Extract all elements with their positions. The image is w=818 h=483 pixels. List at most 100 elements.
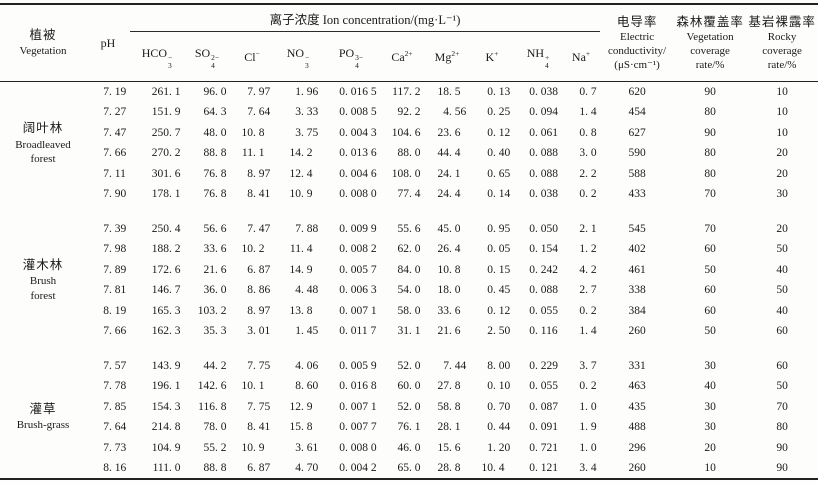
- cell-Cl: 8. 97: [247, 167, 271, 180]
- cell-NO3: 12. 4: [289, 167, 313, 180]
- cell-HCO3: 196. 1: [151, 380, 181, 393]
- rocky-coverage-header-en-1: Rocky: [767, 31, 797, 44]
- cell-electric_conductivity: 588: [628, 167, 646, 180]
- cell-K: 1. 20: [487, 441, 511, 454]
- cell-HCO3: 154. 3: [151, 400, 181, 413]
- table-row: 7. 66 162. 3 35. 3 3. 01 1. 45 0. 011 7 31. 1 2…: [0, 321, 818, 342]
- cell-Na: 4. 2: [579, 263, 597, 276]
- cell-pH: 7. 66: [103, 325, 127, 338]
- cell-electric_conductivity: 260: [628, 461, 646, 474]
- table-row: 7. 89 172. 6 21. 6 6. 87 14. 9 0. 005 7 84. 0 1…: [0, 260, 818, 281]
- cell-HCO3: 162. 3: [151, 325, 181, 338]
- cell-Na: 0. 8: [579, 126, 597, 139]
- cell-NH4: 0. 055: [529, 304, 558, 317]
- conductivity-header-en-3: (μS·cm⁻¹): [614, 58, 660, 71]
- cell-NO3: 10. 9: [289, 188, 313, 201]
- cell-Ca: 104. 6: [391, 126, 421, 139]
- cell-electric_conductivity: 331: [628, 359, 646, 372]
- cell-Ca: 52. 0: [397, 359, 421, 372]
- nh4-formula: NH +4: [526, 45, 550, 70]
- cell-NH4: 0. 229: [529, 359, 558, 372]
- cell-SO4: 103. 2: [197, 304, 227, 317]
- cell-NH4: 0. 242: [529, 263, 558, 276]
- cell-Mg: 27. 8: [437, 380, 461, 393]
- cell-pH: 7. 19: [103, 86, 127, 98]
- cell-PO4: 0. 007 7: [339, 421, 377, 434]
- cell-Na: 1. 4: [579, 325, 597, 338]
- cell-K: 2. 50: [487, 325, 511, 338]
- cell-SO4: 21. 6: [203, 263, 227, 276]
- conductivity-header-en-1: Electric: [619, 31, 655, 44]
- cell-SO4: 96. 0: [203, 86, 227, 98]
- cell-K: 0. 13: [487, 86, 511, 98]
- cell-K: 0. 44: [487, 421, 511, 434]
- cell-Cl: 3. 01: [247, 325, 271, 338]
- cell-rocky_coverage_pct: 10: [776, 126, 788, 139]
- cell-Cl: 8. 41: [247, 421, 271, 434]
- cell-Mg: 24. 1: [437, 167, 461, 180]
- cell-K: 8. 00: [487, 359, 511, 372]
- cell-Mg: 58. 8: [437, 400, 461, 413]
- table-row: 7. 73 104. 9 55. 2 10. 9 3. 61 0. 008 0 46. 0 1…: [0, 438, 818, 459]
- col-header-rocky-coverage: 基岩裸露率 Rocky coverage rate/%: [746, 4, 818, 82]
- cell-electric_conductivity: 620: [628, 86, 646, 98]
- table-row: 阔叶林 Broadleaved forest 7. 19 261. 1 96. 0 7. 9…: [0, 82, 818, 165]
- col-header-conductivity: 电导率 Electric conductivity/ (μS·cm⁻¹): [600, 4, 675, 82]
- col-header-nh4: NH +4: [514, 31, 562, 82]
- cell-K: 0. 15: [487, 263, 511, 276]
- cell-PO4: 0. 008 2: [339, 243, 377, 256]
- table-row: 7. 64 214. 8 78. 0 8. 41 15. 8 0. 007 7 76. 1 2…: [0, 417, 818, 438]
- group-label-3: 灌草 Brush-grass: [16, 401, 70, 432]
- cell-electric_conductivity: 296: [628, 441, 646, 454]
- col-header-so4: SO 2− 4: [184, 31, 230, 82]
- cell-SO4: 36. 0: [203, 284, 227, 297]
- cell-Cl: 10. 8: [241, 126, 265, 139]
- cell-SO4: 44. 2: [203, 359, 227, 372]
- cell-Cl: 7. 75: [247, 400, 271, 413]
- cell-Cl: 8. 97: [247, 304, 271, 317]
- cell-Mg: 44. 4: [437, 147, 461, 160]
- table-row: 7. 98 188. 2 33. 6 10. 2 11. 4 0. 008 2 62. 0 2…: [0, 239, 818, 260]
- cell-NO3: 3. 33: [295, 106, 319, 119]
- col-header-ca: Ca2+: [380, 31, 424, 82]
- cell-Na: 0. 2: [579, 380, 597, 393]
- cell-Ca: 108. 0: [391, 167, 421, 180]
- ion-concentration-table: 植被 Vegetation pH 离子浓度 Ion concentration/…: [0, 3, 818, 480]
- cell-HCO3: 111. 0: [152, 461, 181, 474]
- cell-Na: 0. 2: [579, 304, 597, 317]
- cell-vegetation_coverage_pct: 30: [704, 359, 716, 372]
- cell-K: 0. 12: [487, 304, 511, 317]
- header-row-top: 植被 Vegetation pH 离子浓度 Ion concentration/…: [0, 4, 818, 82]
- cell-Na: 0. 7: [579, 86, 597, 98]
- cell-vegetation_coverage_pct: 50: [704, 263, 716, 276]
- table-row: 7. 27 151. 9 64. 3 7. 64 3. 33 0. 008 5 92. 2 4…: [0, 102, 818, 123]
- cell-pH: 8. 16: [103, 461, 127, 474]
- cell-NO3: 13. 8: [289, 304, 313, 317]
- cell-rocky_coverage_pct: 10: [776, 106, 788, 119]
- cell-PO4: 0. 011 7: [339, 325, 377, 338]
- cell-SO4: 116. 8: [198, 400, 227, 413]
- cell-NO3: 4. 48: [295, 284, 319, 297]
- cell-K: 0. 14: [487, 188, 511, 201]
- col-header-na: Na+: [562, 31, 601, 82]
- table-row: 灌草 Brush-grass 7. 57 143. 9 44. 2 7. 75 4. 06 0…: [0, 356, 818, 431]
- conductivity-header-zh: 电导率: [616, 14, 658, 29]
- cell-K: 0. 10: [487, 380, 511, 393]
- cell-pH: 7. 57: [103, 359, 127, 372]
- k-formula: K+: [485, 48, 499, 64]
- cell-rocky_coverage_pct: 20: [776, 147, 788, 160]
- col-header-po4: PO 3− 4: [322, 31, 380, 82]
- table-row: 7. 47 250. 7 48. 0 10. 8 3. 75 0. 004 3 104. 6…: [0, 123, 818, 144]
- cell-pH: 7. 64: [103, 421, 127, 434]
- cell-K: 0. 95: [487, 222, 511, 235]
- cell-NO3: 15. 8: [289, 421, 313, 434]
- cell-pH: 7. 66: [103, 147, 127, 160]
- cell-Ca: 84. 0: [397, 263, 421, 276]
- cell-Ca: 52. 0: [397, 400, 421, 413]
- cell-rocky_coverage_pct: 50: [776, 243, 788, 256]
- cell-electric_conductivity: 454: [628, 106, 646, 119]
- cell-rocky_coverage_pct: 80: [776, 421, 788, 434]
- cell-NH4: 0. 116: [529, 325, 558, 338]
- rocky-coverage-header-en-3: rate/%: [767, 58, 797, 71]
- cell-K: 0. 25: [487, 106, 511, 119]
